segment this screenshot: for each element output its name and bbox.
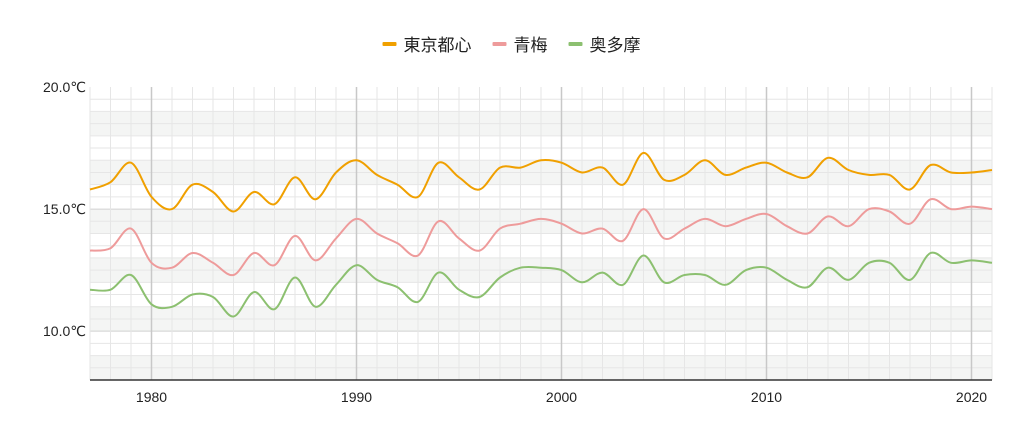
legend-item-2[interactable]: 青梅 [492, 36, 548, 56]
y-tick-label: 15.0℃ [43, 201, 86, 217]
series-line-3 [89, 251, 993, 318]
legend-swatch [492, 42, 507, 46]
series-line-2 [89, 197, 993, 277]
x-tick-label: 1990 [341, 389, 372, 405]
legend-label: 奥多摩 [590, 36, 641, 56]
series-group [89, 151, 993, 318]
y-tick-labels: 10.0℃ 15.0℃ 20.0℃ [43, 79, 86, 339]
legend-label: 青梅 [514, 36, 548, 56]
y-tick-label: 20.0℃ [43, 79, 86, 95]
legend-swatch [568, 42, 583, 46]
legend-label: 東京都心 [404, 36, 472, 56]
y-tick-label: 10.0℃ [43, 323, 86, 339]
x-tick-label: 2020 [956, 389, 987, 405]
grid [89, 87, 993, 380]
legend-swatch [382, 42, 397, 46]
legend-item-3[interactable]: 奥多摩 [568, 36, 641, 56]
x-tick-label: 2000 [546, 389, 577, 405]
series-line-1 [89, 151, 993, 213]
x-tick-label: 1980 [136, 389, 167, 405]
legend-item-1[interactable]: 東京都心 [382, 36, 472, 56]
legend: 東京都心 青梅 奥多摩 [382, 36, 641, 56]
x-tick-label: 2010 [751, 389, 782, 405]
x-tick-labels: 1980 1990 2000 2010 2020 [136, 389, 987, 405]
